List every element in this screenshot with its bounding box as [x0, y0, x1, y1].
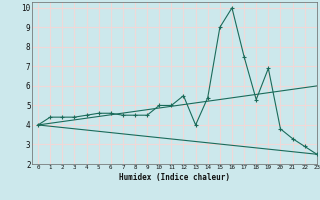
- X-axis label: Humidex (Indice chaleur): Humidex (Indice chaleur): [119, 173, 230, 182]
